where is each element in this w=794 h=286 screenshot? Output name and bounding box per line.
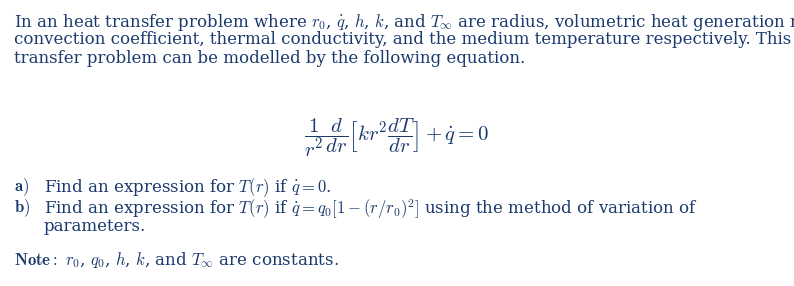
Text: transfer problem can be modelled by the following equation.: transfer problem can be modelled by the … (14, 50, 526, 67)
Text: $\dfrac{1}{r^2}\dfrac{d}{dr}\left[kr^2\dfrac{dT}{dr}\right] + \dot{q} = 0$: $\dfrac{1}{r^2}\dfrac{d}{dr}\left[kr^2\d… (304, 117, 490, 159)
Text: Find an expression for $T(r)$ if $\dot{q} = q_0[1-(r/r_0)^2]$ using the method o: Find an expression for $T(r)$ if $\dot{q… (44, 197, 698, 221)
Text: $\mathbf{Note:}$ $r_0$, $q_0$, $h$, $k$, and $T_\infty$ are constants.: $\mathbf{Note:}$ $r_0$, $q_0$, $h$, $k$,… (14, 250, 339, 270)
Text: convection coefficient, thermal conductivity, and the medium temperature respect: convection coefficient, thermal conducti… (14, 31, 794, 48)
Text: In an heat transfer problem where $r_0$, $\dot{q}$, $h$, $k$, and $T_\infty$ are: In an heat transfer problem where $r_0$,… (14, 12, 794, 33)
Text: $\mathbf{a)}$: $\mathbf{a)}$ (14, 176, 29, 198)
Text: parameters.: parameters. (44, 218, 146, 235)
Text: Find an expression for $T(r)$ if $\dot{q} = 0$.: Find an expression for $T(r)$ if $\dot{q… (44, 176, 331, 199)
Text: $\mathbf{b)}$: $\mathbf{b)}$ (14, 197, 30, 219)
